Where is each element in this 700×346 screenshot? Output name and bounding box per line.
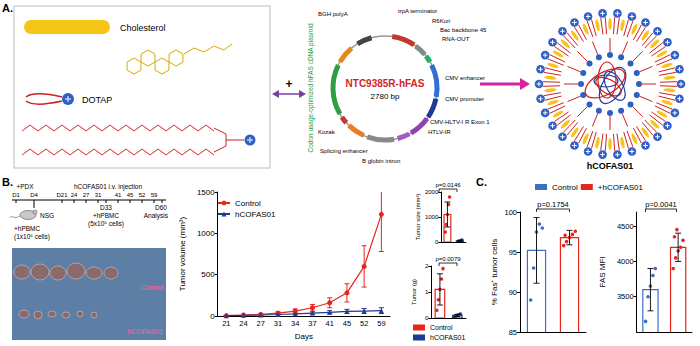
svg-text:Tumor volume (mm³): Tumor volume (mm³) <box>178 216 187 291</box>
svg-text:52: 52 <box>360 319 368 328</box>
svg-text:4000: 4000 <box>617 257 634 266</box>
svg-text:Control: Control <box>235 199 261 208</box>
svg-text:+: + <box>285 77 292 91</box>
svg-text:% Fas⁺ tumor cells: % Fas⁺ tumor cells <box>490 239 499 306</box>
svg-text:B globin intron: B globin intron <box>362 158 400 164</box>
svg-text:(5x10⁶ cells): (5x10⁶ cells) <box>88 220 124 228</box>
svg-text:R6Kori: R6Kori <box>432 18 450 24</box>
svg-text:1: 1 <box>425 289 429 295</box>
svg-text:1000: 1000 <box>197 229 215 238</box>
svg-text:Splicing enhancer: Splicing enhancer <box>320 148 368 154</box>
svg-text:31: 31 <box>95 192 102 198</box>
svg-text:+hPBMC: +hPBMC <box>14 225 40 232</box>
svg-text:59: 59 <box>151 192 158 198</box>
svg-text:41: 41 <box>326 319 334 328</box>
svg-text:D33: D33 <box>100 204 112 211</box>
svg-text:Cholesterol: Cholesterol <box>120 23 166 33</box>
svg-text:B.: B. <box>2 176 13 188</box>
svg-text:1500: 1500 <box>197 188 215 197</box>
svg-text:0: 0 <box>210 312 215 321</box>
svg-text:D60: D60 <box>155 204 167 211</box>
svg-text:24: 24 <box>239 319 247 328</box>
svg-text:D1: D1 <box>12 192 20 198</box>
svg-text:CMV promoter: CMV promoter <box>445 96 484 102</box>
svg-text:hCOFAS01: hCOFAS01 <box>430 334 466 341</box>
svg-text:hCOFAS01: hCOFAS01 <box>235 210 276 219</box>
svg-text:1000: 1000 <box>425 214 439 220</box>
svg-text:RNA-OUT: RNA-OUT <box>442 36 470 42</box>
svg-text:Days: Days <box>295 332 313 341</box>
svg-text:hCOFAS01: hCOFAS01 <box>587 161 634 171</box>
svg-text:BGH polyA: BGH polyA <box>318 11 348 17</box>
svg-text:59: 59 <box>377 319 385 328</box>
svg-text:34: 34 <box>291 319 299 328</box>
svg-text:2780 bp: 2780 bp <box>371 92 400 101</box>
svg-text:A.: A. <box>2 2 13 14</box>
svg-text:0: 0 <box>435 239 439 245</box>
svg-text:DOTAP: DOTAP <box>82 95 112 105</box>
svg-text:Control: Control <box>430 324 453 331</box>
svg-text:41: 41 <box>115 192 122 198</box>
svg-text:37: 37 <box>308 319 316 328</box>
svg-text:100: 100 <box>504 208 517 217</box>
svg-text:trpA terminator: trpA terminator <box>398 8 437 14</box>
svg-text:2000: 2000 <box>425 189 439 195</box>
svg-text:CMV enhancer: CMV enhancer <box>445 75 485 81</box>
svg-text:4500: 4500 <box>617 222 634 231</box>
svg-text:D21: D21 <box>56 192 68 198</box>
svg-text:(1x10⁶ cells): (1x10⁶ cells) <box>14 233 50 241</box>
svg-text:52: 52 <box>139 192 146 198</box>
svg-text:3500: 3500 <box>617 292 634 301</box>
svg-text:Tumor size (mm³): Tumor size (mm³) <box>415 193 421 240</box>
svg-text:Analysis: Analysis <box>144 212 169 220</box>
svg-text:C.: C. <box>476 176 487 188</box>
svg-text:27: 27 <box>257 319 265 328</box>
svg-text:Codon usage-optimized hFAS cDN: Codon usage-optimized hFAS cDNA plasmid <box>307 23 315 152</box>
svg-text:0: 0 <box>425 315 429 321</box>
svg-text:31: 31 <box>274 319 282 328</box>
svg-text:45: 45 <box>127 192 134 198</box>
svg-text:+PDX: +PDX <box>16 183 34 190</box>
svg-text:hCOFAS01: hCOFAS01 <box>128 328 164 335</box>
svg-text:+hPBMC: +hPBMC <box>93 212 119 219</box>
svg-text:p=0.0146: p=0.0146 <box>435 182 461 188</box>
svg-text:2: 2 <box>425 263 429 269</box>
svg-text:90: 90 <box>509 288 517 297</box>
svg-text:85: 85 <box>509 328 517 337</box>
svg-text:p=0.1754: p=0.1754 <box>537 200 569 209</box>
svg-text:NSG: NSG <box>40 212 54 219</box>
svg-text:27: 27 <box>83 192 90 198</box>
svg-text:500: 500 <box>201 270 215 279</box>
svg-text:Control: Control <box>140 284 163 291</box>
svg-text:95: 95 <box>509 248 517 257</box>
svg-text:HTLV-IR: HTLV-IR <box>428 129 451 135</box>
svg-text:FAS MFI: FAS MFI <box>598 256 607 287</box>
svg-text:Control: Control <box>552 183 578 192</box>
svg-text:Bac backbone 45: Bac backbone 45 <box>440 27 487 33</box>
svg-text:24: 24 <box>71 192 78 198</box>
svg-text:+hCOFAS01: +hCOFAS01 <box>598 183 644 192</box>
svg-text:hCOFAS01 i.v. injection: hCOFAS01 i.v. injection <box>74 183 143 191</box>
svg-text:NTC9385R-hFAS: NTC9385R-hFAS <box>346 78 425 89</box>
svg-text:p=0.0079: p=0.0079 <box>435 256 461 262</box>
svg-text:Kozak: Kozak <box>318 129 336 135</box>
svg-text:Tumor (g): Tumor (g) <box>411 279 417 305</box>
svg-text:CMV-HLTV-I R Exon 1: CMV-HLTV-I R Exon 1 <box>430 119 490 125</box>
svg-text:p=0.0041: p=0.0041 <box>645 200 677 209</box>
svg-text:21: 21 <box>222 319 230 328</box>
svg-text:D4: D4 <box>30 192 38 198</box>
svg-text:45: 45 <box>343 319 351 328</box>
